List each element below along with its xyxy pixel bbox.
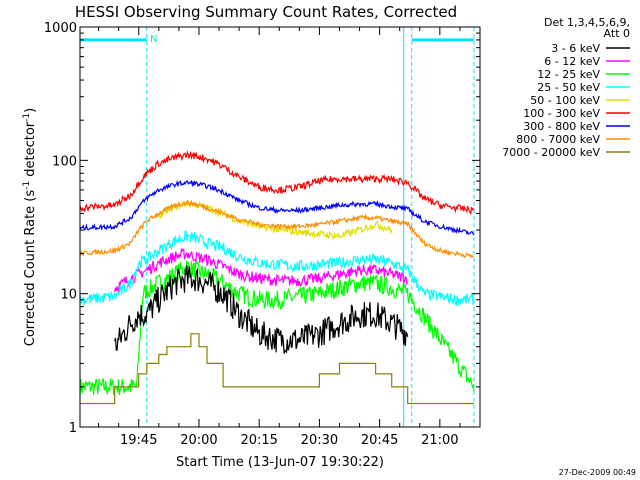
chart-title: HESSI Observing Summary Count Rates, Cor… xyxy=(75,3,457,21)
legend-label: 3 - 6 keV xyxy=(551,42,600,55)
series-line xyxy=(114,265,409,354)
x-tick-label: 20:15 xyxy=(240,433,277,448)
legend-label: 50 - 100 keV xyxy=(530,94,600,107)
y-tick-label: 1000 xyxy=(44,21,77,36)
legend-header-line-1: Det 1,3,4,5,6,9, xyxy=(544,16,630,29)
series-line xyxy=(79,199,475,259)
x-tick-label: 20:45 xyxy=(361,433,398,448)
legend-label: 300 - 800 keV xyxy=(523,120,600,133)
legend-label: 25 - 50 keV xyxy=(537,81,600,94)
series-lines xyxy=(79,150,475,405)
footer-date: 27-Dec-2009 00:49 xyxy=(559,468,636,477)
x-tick-label: 21:00 xyxy=(421,433,458,448)
y-axis: 1 10 100 1000 xyxy=(44,21,480,436)
y-axis-label: Corrected Count Rate (s-1 detector-1) xyxy=(22,108,38,346)
x-tick-label: 20:30 xyxy=(301,433,338,448)
series-line xyxy=(79,230,475,307)
legend-label: 12 - 25 keV xyxy=(537,68,600,81)
y-tick-label: 100 xyxy=(52,154,77,169)
series-line xyxy=(114,247,409,293)
series-line xyxy=(79,259,475,397)
legend-label: 100 - 300 keV xyxy=(523,107,600,120)
y-tick-label: 10 xyxy=(60,288,77,303)
legend-label: 800 - 7000 keV xyxy=(516,133,600,146)
legend-header-line-2: Att 0 xyxy=(604,27,630,40)
x-axis: 19:45 20:00 20:15 20:30 20:45 21:00 xyxy=(98,27,481,448)
plot-frame xyxy=(79,26,481,428)
x-axis-label: Start Time (13-Jun-07 19:30:22) xyxy=(176,455,384,470)
legend-label: 7000 - 20000 keV xyxy=(502,146,600,159)
series-line xyxy=(80,333,474,405)
y-tick-label: 1 xyxy=(69,421,77,436)
x-tick-label: 19:45 xyxy=(120,433,157,448)
night-marker-label: N xyxy=(150,34,157,45)
series-line xyxy=(79,150,475,216)
series-line xyxy=(79,179,475,236)
legend-label: 6 - 12 keV xyxy=(544,55,600,68)
x-tick-label: 20:00 xyxy=(180,433,217,448)
